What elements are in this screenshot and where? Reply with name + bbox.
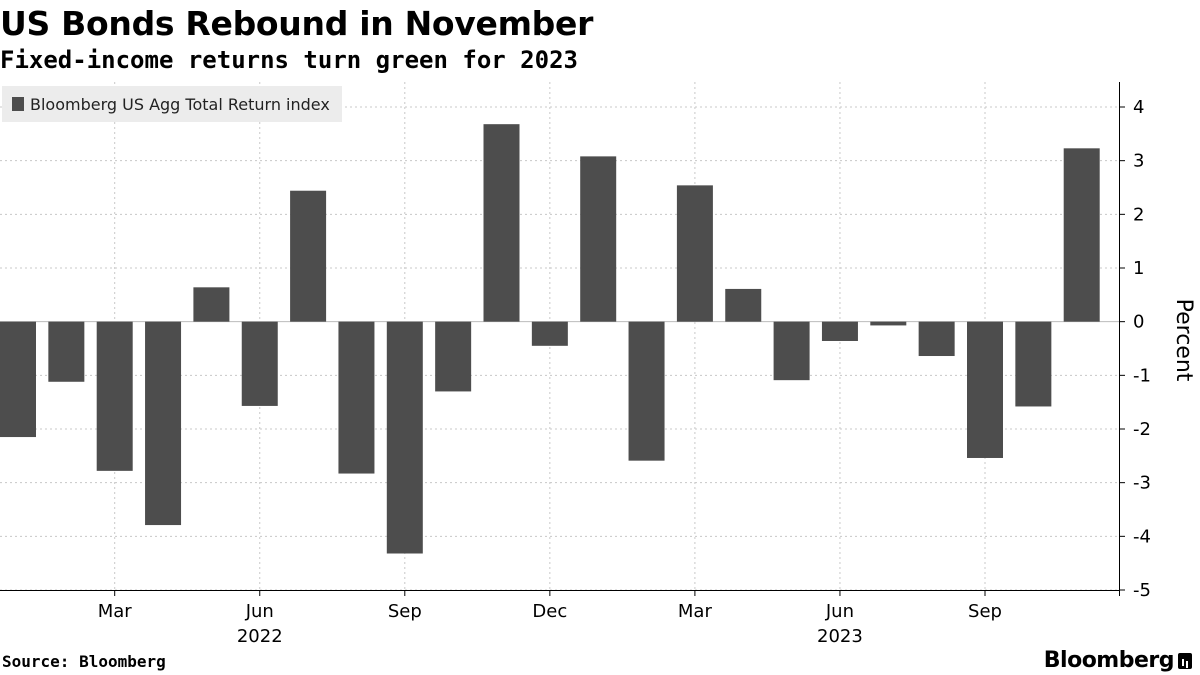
bar: [435, 321, 472, 392]
bar: [725, 288, 762, 322]
bar: [193, 287, 230, 322]
source-note: Source: Bloomberg: [2, 652, 166, 671]
y-tick-label: -1: [1133, 365, 1151, 386]
brand-name: Bloomberg: [1043, 648, 1175, 673]
chart-title: US Bonds Rebound in November: [0, 4, 594, 43]
legend-swatch: [12, 97, 24, 111]
x-tick-label: Dec: [532, 601, 567, 622]
y-tick-label: -4: [1133, 526, 1151, 547]
x-tick-label: Jun: [245, 601, 274, 622]
y-tick-label: 2: [1133, 204, 1144, 225]
tick-labels: 4 3 2 1 0 -1 -2 -3 -4 -5 Mar Jun Sep Dec Mar Jun Sep 2022…: [98, 97, 1196, 647]
y-tick-label: 0: [1133, 312, 1144, 333]
y-tick-label: -2: [1133, 419, 1151, 440]
bar: [676, 185, 713, 322]
bar: [773, 321, 810, 381]
bloomberg-logo: Bloomberg: [1044, 648, 1192, 673]
x-tick-label: Mar: [98, 601, 133, 622]
bar: [628, 321, 665, 461]
x-tick-label: Jun: [825, 601, 854, 622]
x-year-label: 2022: [237, 626, 283, 647]
bar: [145, 321, 182, 526]
bar: [580, 156, 617, 322]
bar: [1015, 321, 1052, 407]
bar: [821, 321, 858, 341]
x-tick-label: Sep: [968, 601, 1002, 622]
bars: [0, 124, 1100, 554]
bar: [870, 321, 907, 326]
y-tick-label: -3: [1133, 473, 1151, 494]
bar: [290, 190, 327, 322]
x-tick-label: Sep: [388, 601, 422, 622]
y-tick-label: 3: [1133, 151, 1144, 172]
bar: [1063, 148, 1100, 322]
y-tick-label: 4: [1133, 97, 1144, 118]
bar: [386, 321, 423, 554]
bar: [0, 321, 36, 438]
axes: [0, 82, 1125, 596]
y-tick-label: -5: [1133, 580, 1151, 601]
y-axis-title: Percent: [1171, 299, 1196, 382]
bar: [531, 321, 568, 346]
bar: [96, 321, 133, 471]
y-tick-label: 1: [1133, 258, 1144, 279]
bar: [241, 321, 278, 406]
x-tick-label: Mar: [678, 601, 713, 622]
legend: Bloomberg US Agg Total Return index: [2, 86, 342, 122]
bloomberg-mark-icon: [1178, 652, 1192, 669]
bar: [483, 124, 520, 322]
chart-subtitle: Fixed-income returns turn green for 2023: [0, 46, 578, 74]
legend-label: Bloomberg US Agg Total Return index: [30, 94, 330, 114]
bar: [967, 321, 1003, 458]
x-year-label: 2023: [817, 626, 863, 647]
bar: [918, 321, 955, 357]
bar: [48, 321, 85, 382]
bar: [338, 321, 375, 474]
